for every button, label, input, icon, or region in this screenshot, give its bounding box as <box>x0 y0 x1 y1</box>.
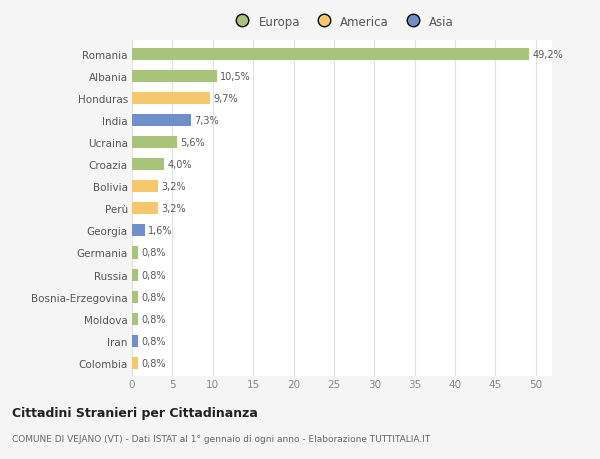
Bar <box>132 181 158 193</box>
Bar <box>132 203 158 215</box>
Bar <box>132 225 145 237</box>
Text: 3,2%: 3,2% <box>161 182 186 192</box>
Text: 0,8%: 0,8% <box>142 314 166 324</box>
Legend: Europa, America, Asia: Europa, America, Asia <box>227 12 457 32</box>
Text: 0,8%: 0,8% <box>142 336 166 346</box>
Bar <box>132 93 211 105</box>
Bar <box>132 357 139 369</box>
Bar <box>132 269 139 281</box>
Text: 0,8%: 0,8% <box>142 270 166 280</box>
Text: 4,0%: 4,0% <box>167 160 192 170</box>
Text: 3,2%: 3,2% <box>161 204 186 214</box>
Text: 0,8%: 0,8% <box>142 358 166 368</box>
Text: 49,2%: 49,2% <box>533 50 563 60</box>
Bar <box>132 137 177 149</box>
Bar <box>132 291 139 303</box>
Text: Cittadini Stranieri per Cittadinanza: Cittadini Stranieri per Cittadinanza <box>12 406 258 419</box>
Text: 10,5%: 10,5% <box>220 72 251 82</box>
Bar <box>132 313 139 325</box>
Bar <box>132 49 529 61</box>
Bar <box>132 71 217 83</box>
Text: 9,7%: 9,7% <box>214 94 238 104</box>
Bar <box>132 115 191 127</box>
Text: 1,6%: 1,6% <box>148 226 173 236</box>
Bar <box>132 247 139 259</box>
Bar <box>132 159 164 171</box>
Text: 7,3%: 7,3% <box>194 116 219 126</box>
Text: 0,8%: 0,8% <box>142 292 166 302</box>
Text: 0,8%: 0,8% <box>142 248 166 258</box>
Text: 5,6%: 5,6% <box>181 138 205 148</box>
Text: COMUNE DI VEJANO (VT) - Dati ISTAT al 1° gennaio di ogni anno - Elaborazione TUT: COMUNE DI VEJANO (VT) - Dati ISTAT al 1°… <box>12 434 430 443</box>
Bar <box>132 335 139 347</box>
